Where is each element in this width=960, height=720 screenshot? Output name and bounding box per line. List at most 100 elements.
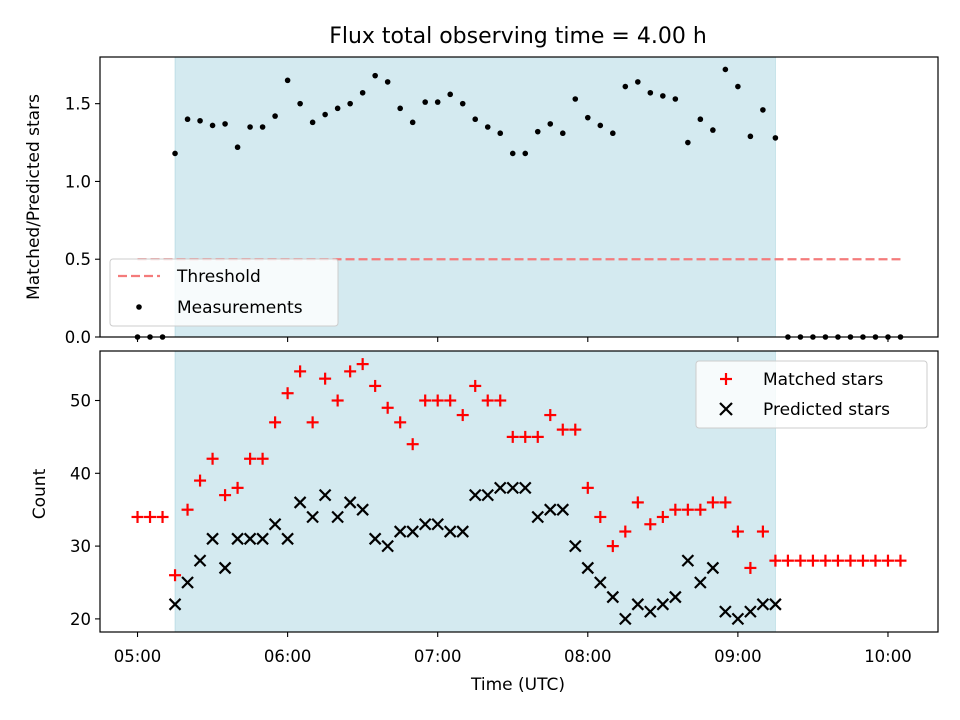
predicted-star-point — [706, 561, 720, 575]
matched-star-point — [606, 540, 619, 553]
matched-star-point — [794, 554, 807, 567]
bottom-shade-region — [174, 350, 776, 633]
measurement-point — [497, 130, 504, 137]
bottom-legend: Matched stars Predicted stars — [695, 360, 928, 429]
matched-star-point — [369, 379, 382, 392]
bottom-axes-frame — [99, 350, 939, 633]
predicted-star-point — [406, 525, 419, 538]
matched-star-point — [856, 554, 869, 567]
matched-star-point — [506, 430, 519, 443]
bottom-x-ticks: 05:00 06:00 07:00 08:00 09:00 10:00 — [114, 632, 912, 666]
x-tick-label: 08:00 — [564, 647, 612, 666]
matched-star-point — [656, 510, 669, 523]
measurement-point — [447, 91, 454, 98]
matched-star-point — [256, 452, 269, 465]
measurement-point — [660, 93, 666, 99]
matched-star-point — [331, 394, 344, 407]
x-tick-label: 07:00 — [414, 647, 462, 666]
measurement-point — [409, 119, 416, 126]
measurement-point — [334, 105, 341, 112]
legend-matched-label: Matched stars — [763, 370, 883, 390]
matched-star-point — [694, 503, 707, 516]
x-axis-label: Time (UTC) — [470, 675, 565, 695]
predicted-star-point — [769, 598, 782, 611]
matched-star-point — [219, 489, 232, 502]
y-tick-label: 50 — [70, 392, 91, 411]
measurement-point — [697, 116, 704, 123]
matched-star-point — [456, 409, 469, 422]
measurement-point — [522, 150, 529, 157]
measurement-point — [472, 116, 479, 123]
legend-threshold-label: Threshold — [176, 267, 261, 287]
predicted-star-point — [468, 488, 482, 502]
y-tick-label: 0.0 — [65, 328, 91, 347]
measurement-point — [735, 83, 741, 90]
matched-star-point — [156, 510, 169, 523]
bottom-y-axis-label: Count — [30, 468, 50, 519]
top-legend-box — [109, 258, 339, 327]
predicted-star-point — [356, 503, 369, 516]
measurement-point — [484, 124, 491, 130]
matched-star-point — [519, 430, 532, 443]
measurement-point — [434, 99, 441, 105]
matched-star-point — [406, 438, 419, 451]
predicted-star-point — [293, 496, 307, 509]
matched-star-point — [581, 481, 594, 494]
matched-star-point — [494, 394, 507, 407]
measurement-point — [397, 105, 403, 112]
predicted-star-point — [744, 605, 757, 618]
matched-star-point — [444, 394, 457, 407]
top-panel: 0.0 0.5 1.0 1.5 Matched/Predicted stars Thr… — [24, 56, 939, 347]
x-tick-label: 10:00 — [864, 647, 912, 666]
measurement-point — [297, 100, 303, 107]
predicted-star-point — [619, 612, 632, 626]
x-tick-label: 06:00 — [264, 647, 312, 666]
measurement-point — [422, 99, 428, 105]
measurement-point — [747, 133, 754, 140]
measurement-point — [322, 111, 328, 118]
bottom-y-ticks: 20 30 40 50 — [70, 392, 100, 629]
matched-star-point — [619, 525, 632, 538]
matched-star-point — [244, 452, 257, 465]
predicted-star-point — [481, 488, 495, 502]
predicted-star-point — [756, 598, 770, 611]
measurement-point — [459, 100, 466, 107]
matched-star-point — [281, 387, 294, 400]
predicted-star-point — [631, 598, 645, 611]
measurement-point — [347, 100, 353, 107]
matched-star-point — [394, 416, 407, 429]
measurement-point — [309, 119, 316, 126]
matched-star-point — [544, 409, 557, 422]
matched-star-point — [719, 496, 732, 509]
bottom-legend-box — [695, 360, 928, 429]
predicted-star-point — [644, 605, 657, 618]
bottom-marks — [131, 358, 907, 626]
predicted-star-point — [331, 510, 344, 524]
predicted-star-point — [206, 532, 219, 546]
y-tick-label: 0.5 — [65, 250, 91, 269]
matched-star-point — [556, 423, 569, 436]
predicted-star-point — [556, 503, 570, 516]
legend-measurements-label: Measurements — [177, 298, 303, 318]
matched-star-point — [419, 394, 432, 407]
matched-star-point — [356, 358, 369, 371]
matched-star-point — [481, 394, 494, 407]
predicted-star-point — [681, 554, 695, 567]
measurement-point — [610, 130, 616, 137]
matched-star-point — [294, 365, 307, 378]
predicted-star-point — [731, 612, 745, 626]
measurement-point — [272, 113, 278, 119]
legend-predicted-swatch — [719, 402, 733, 416]
predicted-star-point — [431, 517, 444, 531]
measurement-point — [247, 124, 253, 130]
matched-star-point — [869, 554, 882, 567]
predicted-star-point — [181, 576, 194, 589]
predicted-star-point — [268, 517, 282, 531]
measurement-point — [197, 117, 203, 124]
matched-star-point — [894, 554, 907, 567]
matched-star-point — [531, 430, 544, 443]
matched-star-point — [231, 481, 244, 494]
predicted-star-point — [456, 525, 469, 538]
